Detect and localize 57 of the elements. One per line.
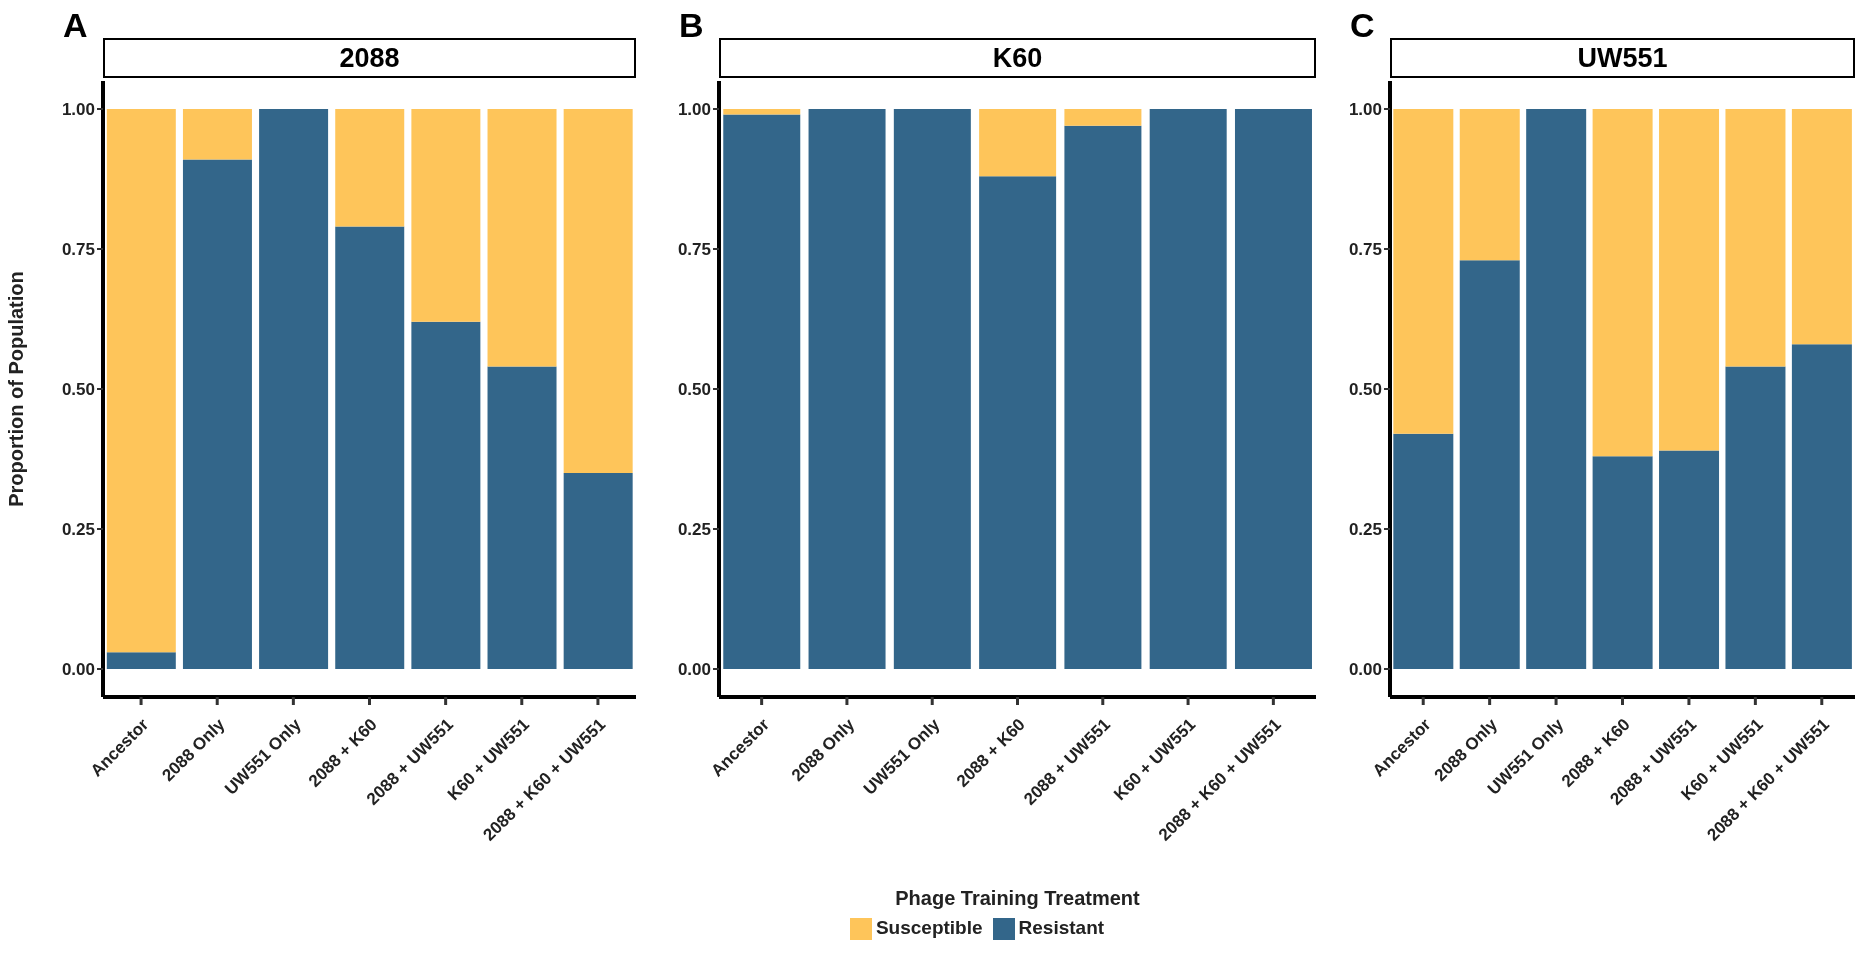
bar [1791,109,1852,345]
bar [1459,109,1520,261]
bar [1659,109,1720,451]
bar [1149,109,1227,669]
y-tick-label: 1.00 [677,100,711,120]
bar [411,109,481,322]
chart-title: K60 [719,38,1316,78]
chart-title: 2088 [103,38,636,78]
bar [1234,109,1312,669]
y-tick-label: 1.00 [61,100,95,120]
x-axis-title: Phage Training Treatment [895,887,1141,909]
bar [979,176,1057,669]
y-tick-label: 0.50 [677,380,711,400]
bar [1592,109,1653,457]
legend-label: Susceptible [875,917,983,938]
bar [1592,456,1653,669]
bar [893,109,971,669]
chart-title: UW551 [1390,38,1855,78]
y-tick-label: 0.75 [61,240,95,260]
bar [979,109,1057,177]
y-tick-label: 0.25 [677,520,711,540]
bar [182,159,252,669]
bar [723,109,801,115]
text: A [63,6,88,45]
bar [259,109,329,669]
y-tick-label: 0.75 [1348,240,1382,260]
bar [487,109,557,367]
text: C [1350,6,1375,45]
y-axis-title: Proportion of Population [5,271,28,507]
bar [1791,344,1852,669]
bar [487,366,557,669]
bar [1725,366,1786,669]
bar [182,109,252,160]
bar [1064,125,1142,669]
y-tick-label: 0.25 [1348,520,1382,540]
y-tick-label: 0.00 [1348,660,1382,680]
bar [1659,450,1720,669]
bar [563,109,633,473]
text: B [679,6,704,45]
y-tick-label: 0.00 [677,660,711,680]
y-tick-label: 0.50 [61,380,95,400]
bar [1064,109,1142,126]
bar [335,226,405,669]
y-tick-label: 0.50 [1348,380,1382,400]
y-tick-label: 0.75 [677,240,711,260]
bar [563,473,633,669]
y-tick-label: 0.00 [61,660,95,680]
bar [411,321,481,669]
bar [808,109,886,669]
bar [1459,260,1520,669]
y-tick-label: 1.00 [1348,100,1382,120]
bar [1526,109,1587,669]
bar [335,109,405,227]
legend-label: Resistant [1018,917,1105,938]
bar [1725,109,1786,367]
y-tick-label: 0.25 [61,520,95,540]
bar [106,652,176,669]
